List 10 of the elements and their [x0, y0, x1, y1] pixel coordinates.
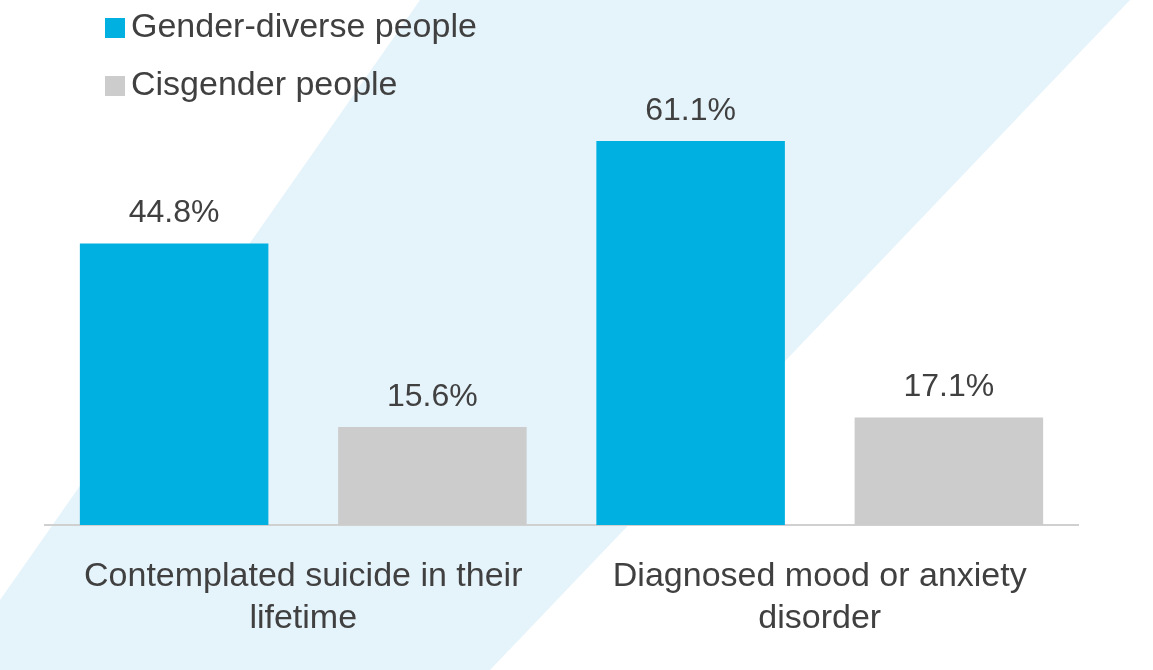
- data-label: 61.1%: [645, 90, 736, 127]
- bar: [596, 140, 785, 525]
- data-label: 44.8%: [128, 193, 220, 230]
- data-label: 17.1%: [903, 367, 995, 404]
- x-tick-label: Diagnosed mood or anxiety disorder: [612, 554, 1027, 636]
- x-tick-label: Contemplated suicide in their lifetime: [84, 554, 523, 636]
- legend-label: Cisgender people: [131, 64, 398, 103]
- data-label: 15.6%: [387, 376, 478, 413]
- bar: [79, 243, 269, 525]
- legend-label: Gender-diverse people: [131, 6, 477, 45]
